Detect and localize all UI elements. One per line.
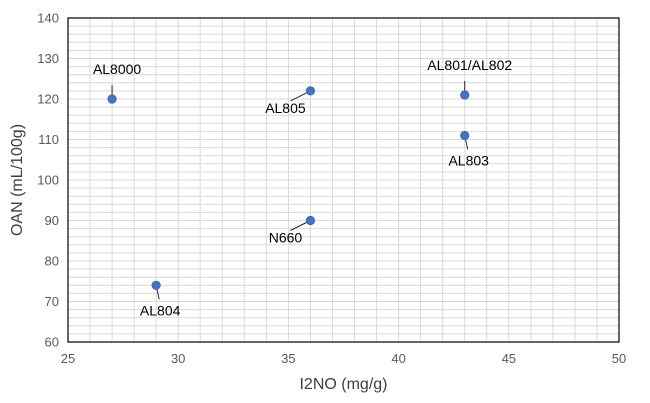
y-tick-label: 70 xyxy=(45,294,59,309)
data-point xyxy=(151,280,161,290)
y-tick-label: 110 xyxy=(38,132,59,147)
y-tick-label: 130 xyxy=(37,51,59,66)
data-label: AL8000 xyxy=(93,61,141,77)
data-point xyxy=(305,86,316,96)
data-point xyxy=(305,215,316,226)
x-tick-label: 45 xyxy=(502,351,516,366)
data-point xyxy=(460,130,470,141)
data-label: AL804 xyxy=(140,302,181,318)
x-axis-title: I2NO (mg/g) xyxy=(299,376,387,393)
data-label: N660 xyxy=(269,230,303,246)
data-point xyxy=(460,90,470,100)
y-tick-label: 120 xyxy=(37,92,59,107)
y-tick-label: 90 xyxy=(45,213,59,228)
x-tick-label: 40 xyxy=(391,351,405,366)
data-label: AL805 xyxy=(265,100,306,116)
x-tick-label: 30 xyxy=(171,351,185,366)
data-labels: AL8000 AL805 AL801/AL802 AL803 N660 AL804 xyxy=(93,57,512,318)
x-tick-label: 50 xyxy=(612,351,626,366)
y-tick-label: 80 xyxy=(45,254,59,269)
y-axis-title: OAN (mL/100g) xyxy=(9,124,26,236)
data-points xyxy=(107,86,470,290)
plot-area-frame xyxy=(67,17,620,343)
x-tick-label: 25 xyxy=(61,351,75,366)
y-tick-label: 100 xyxy=(37,173,59,188)
data-point xyxy=(107,94,117,104)
data-label: AL803 xyxy=(448,152,489,168)
y-tick-label: 60 xyxy=(45,335,59,350)
data-label: AL801/AL802 xyxy=(427,57,512,73)
x-tick-label: 35 xyxy=(281,351,295,366)
gridlines xyxy=(67,17,620,343)
y-tick-label: 140 xyxy=(37,11,59,26)
tick-labels: 25 30 35 40 45 50 60 70 80 90 100 110 120 130 140 xyxy=(37,11,626,367)
